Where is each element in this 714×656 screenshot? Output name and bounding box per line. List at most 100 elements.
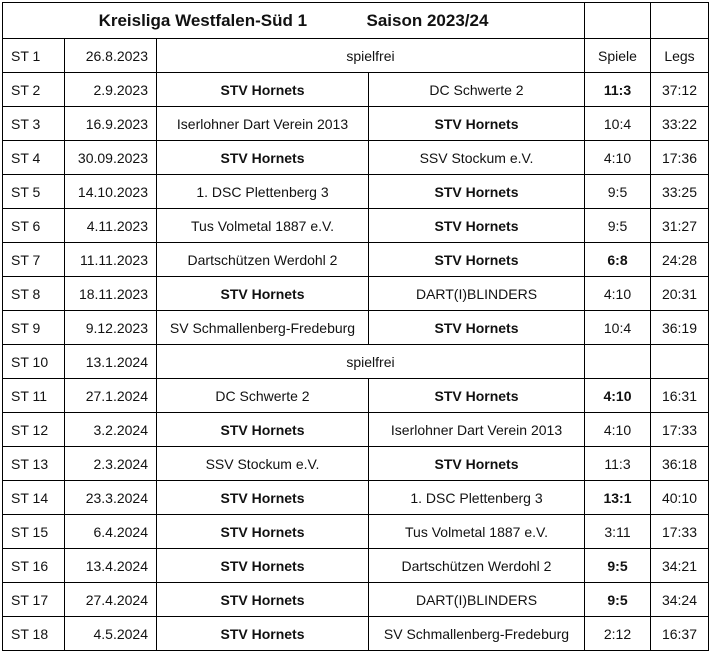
header-row: Kreisliga Westfalen-Süd 1 Saison 2023/24: [2, 2, 709, 39]
empty-cell: [650, 344, 709, 379]
away-team-cell: STV Hornets: [368, 378, 585, 413]
title-cell: Kreisliga Westfalen-Süd 1 Saison 2023/24: [2, 2, 585, 39]
home-team-cell: SV Schmallenberg-Fredeburg: [156, 310, 369, 345]
table-row: ST 15 6.4.2024 STV Hornets Tus Volmetal 188…: [2, 514, 709, 549]
home-team-cell: STV Hornets: [156, 582, 369, 617]
home-team-cell: STV Hornets: [156, 276, 369, 311]
table-row: ST 14 23.3.2024 STV Hornets 1. DSC Plettenb…: [2, 480, 709, 515]
empty-cell: [584, 344, 651, 379]
date-cell: 27.1.2024: [64, 378, 157, 413]
spiele-cell: 4:10: [584, 412, 651, 447]
date-cell: 2.9.2023: [64, 72, 157, 107]
home-team-cell: STV Hornets: [156, 548, 369, 583]
matchday-cell: ST 6: [2, 208, 65, 243]
spiele-cell: 6:8: [584, 242, 651, 277]
matchday-cell: ST 2: [2, 72, 65, 107]
season-title: Saison 2023/24: [366, 10, 489, 30]
legs-cell: 36:19: [650, 310, 709, 345]
home-team-cell: 1. DSC Plettenberg 3: [156, 174, 369, 209]
date-cell: 4.5.2024: [64, 616, 157, 651]
matchday-cell: ST 4: [2, 140, 65, 175]
spiele-cell: 9:5: [584, 208, 651, 243]
schedule-table: Kreisliga Westfalen-Süd 1 Saison 2023/24…: [2, 2, 709, 651]
table-row: ST 5 14.10.2023 1. DSC Plettenberg 3 STV Ho…: [2, 174, 709, 209]
table-row: ST 18 4.5.2024 STV Hornets SV Schmallenberg…: [2, 616, 709, 651]
home-team-cell: Dartschützen Werdohl 2: [156, 242, 369, 277]
spiele-cell: 11:3: [584, 72, 651, 107]
matchday-cell: ST 13: [2, 446, 65, 481]
home-team-cell: STV Hornets: [156, 514, 369, 549]
matchday-cell: ST 12: [2, 412, 65, 447]
spiele-cell: 4:10: [584, 276, 651, 311]
empty-header-cell: [650, 2, 709, 39]
spiele-cell: 9:5: [584, 174, 651, 209]
matchday-cell: ST 10: [2, 344, 65, 379]
matchday-cell: ST 11: [2, 378, 65, 413]
date-cell: 13.4.2024: [64, 548, 157, 583]
home-team-cell: Tus Volmetal 1887 e.V.: [156, 208, 369, 243]
legs-cell: 17:33: [650, 412, 709, 447]
spiele-cell: 3:11: [584, 514, 651, 549]
away-team-cell: STV Hornets: [368, 208, 585, 243]
table-row: ST 3 16.9.2023 Iserlohner Dart Verein 2013…: [2, 106, 709, 141]
table-row: ST 6 4.11.2023 Tus Volmetal 1887 e.V. STV H…: [2, 208, 709, 243]
spiele-cell: 4:10: [584, 378, 651, 413]
away-team-cell: DART(I)BLINDERS: [368, 276, 585, 311]
matchday-cell: ST 3: [2, 106, 65, 141]
table-row: ST 17 27.4.2024 STV Hornets DART(I)BLINDERS…: [2, 582, 709, 617]
away-team-cell: DART(I)BLINDERS: [368, 582, 585, 617]
date-cell: 13.1.2024: [64, 344, 157, 379]
home-team-cell: STV Hornets: [156, 412, 369, 447]
bye-cell: spielfrei: [156, 344, 585, 379]
matchday-cell: ST 18: [2, 616, 65, 651]
away-team-cell: DC Schwerte 2: [368, 72, 585, 107]
table-row: ST 12 3.2.2024 STV Hornets Iserlohner Dart …: [2, 412, 709, 447]
home-team-cell: STV Hornets: [156, 72, 369, 107]
bye-cell: spielfrei: [156, 38, 585, 73]
matchday-cell: ST 9: [2, 310, 65, 345]
date-cell: 27.4.2024: [64, 582, 157, 617]
matchday-cell: ST 1: [2, 38, 65, 73]
away-team-cell: STV Hornets: [368, 310, 585, 345]
matchday-cell: ST 8: [2, 276, 65, 311]
table-row: ST 1 26.8.2023 spielfrei Spiele Legs: [2, 38, 709, 73]
legs-header: Legs: [650, 38, 709, 73]
table-row: ST 4 30.09.2023 STV Hornets SSV Stockum e.V…: [2, 140, 709, 175]
matchday-cell: ST 17: [2, 582, 65, 617]
away-team-cell: STV Hornets: [368, 106, 585, 141]
date-cell: 9.12.2023: [64, 310, 157, 345]
date-cell: 4.11.2023: [64, 208, 157, 243]
legs-cell: 34:24: [650, 582, 709, 617]
legs-cell: 17:36: [650, 140, 709, 175]
matchday-cell: ST 14: [2, 480, 65, 515]
table-row: ST 10 13.1.2024 spielfrei: [2, 344, 709, 379]
legs-cell: 40:10: [650, 480, 709, 515]
spiele-cell: 9:5: [584, 582, 651, 617]
date-cell: 18.11.2023: [64, 276, 157, 311]
table-row: ST 13 2.3.2024 SSV Stockum e.V. STV Hornets…: [2, 446, 709, 481]
away-team-cell: STV Hornets: [368, 242, 585, 277]
spiele-cell: 4:10: [584, 140, 651, 175]
home-team-cell: Iserlohner Dart Verein 2013: [156, 106, 369, 141]
table-row: ST 2 2.9.2023 STV Hornets DC Schwerte 2 11:3…: [2, 72, 709, 107]
legs-cell: 33:22: [650, 106, 709, 141]
date-cell: 6.4.2024: [64, 514, 157, 549]
legs-cell: 20:31: [650, 276, 709, 311]
spiele-cell: 2:12: [584, 616, 651, 651]
date-cell: 2.3.2024: [64, 446, 157, 481]
away-team-cell: 1. DSC Plettenberg 3: [368, 480, 585, 515]
date-cell: 11.11.2023: [64, 242, 157, 277]
date-cell: 3.2.2024: [64, 412, 157, 447]
league-title: Kreisliga Westfalen-Süd 1: [98, 10, 308, 30]
spiele-cell: 10:4: [584, 310, 651, 345]
spiele-cell: 9:5: [584, 548, 651, 583]
away-team-cell: SSV Stockum e.V.: [368, 140, 585, 175]
table-row: ST 7 11.11.2023 Dartschützen Werdohl 2 STV …: [2, 242, 709, 277]
date-cell: 16.9.2023: [64, 106, 157, 141]
legs-cell: 34:21: [650, 548, 709, 583]
legs-cell: 37:12: [650, 72, 709, 107]
spiele-header: Spiele: [584, 38, 651, 73]
legs-cell: 16:37: [650, 616, 709, 651]
table-row: ST 11 27.1.2024 DC Schwerte 2 STV Hornets 4:…: [2, 378, 709, 413]
legs-cell: 36:18: [650, 446, 709, 481]
